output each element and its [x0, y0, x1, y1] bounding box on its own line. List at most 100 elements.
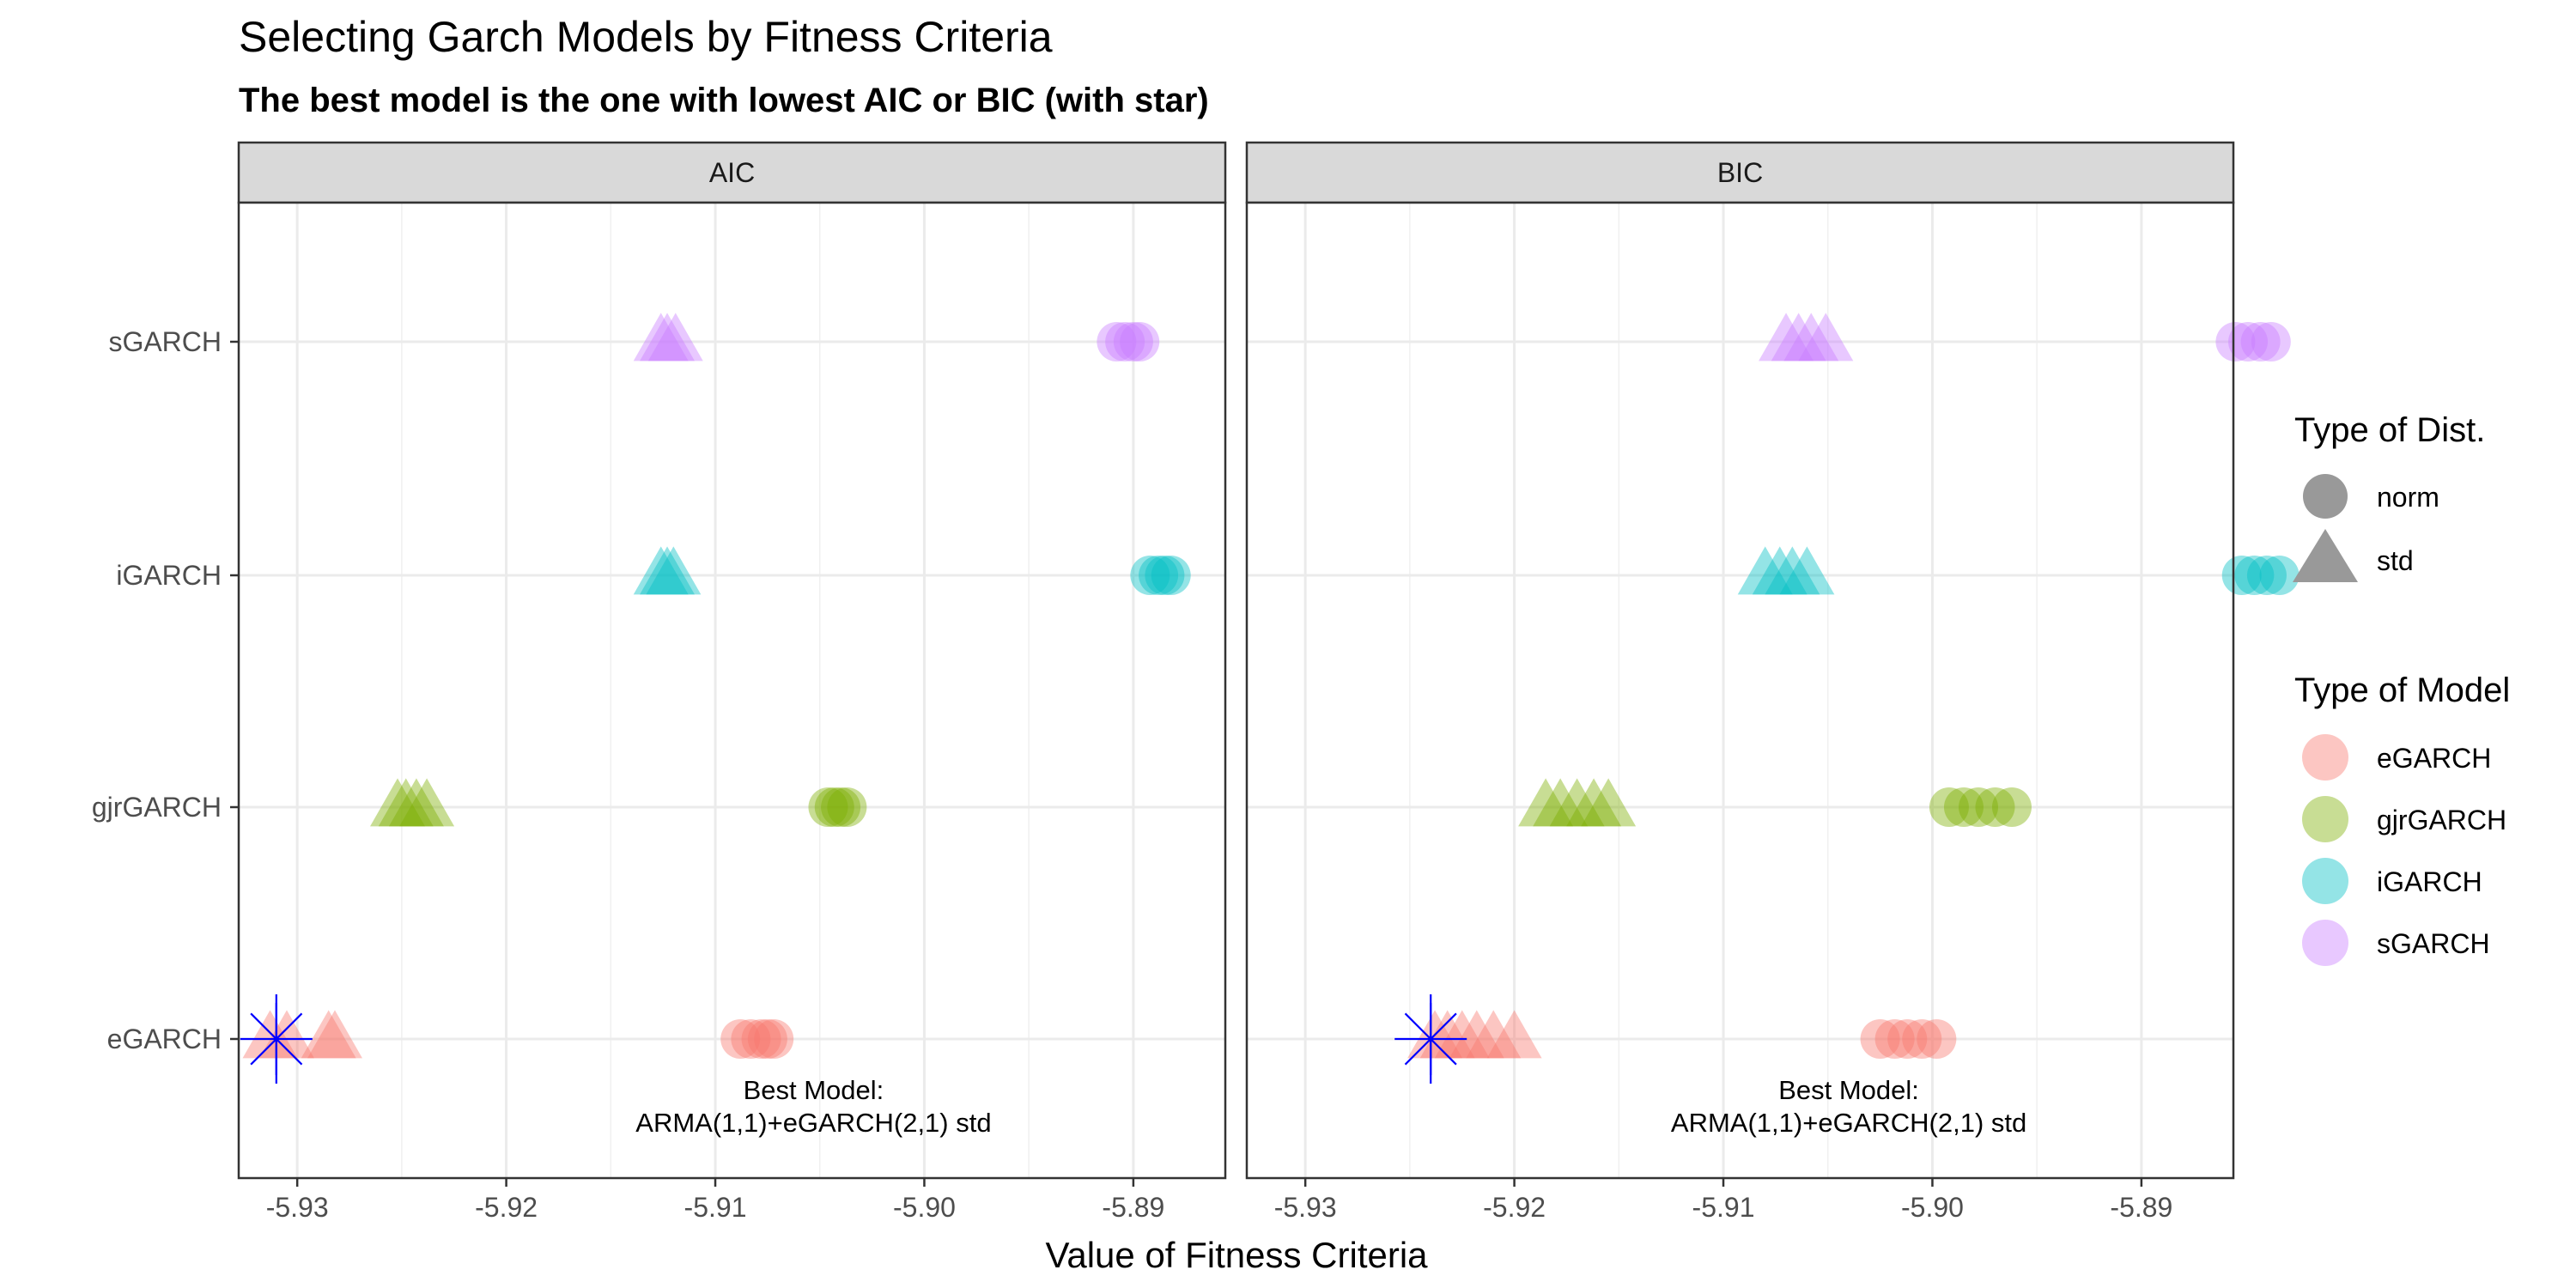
point-gjrGARCH-norm	[814, 787, 854, 827]
point-eGARCH-norm	[1860, 1019, 1900, 1059]
point-iGARCH-norm	[1139, 556, 1179, 595]
legend-key-sGARCH	[2302, 920, 2348, 966]
point-iGARCH-std	[1737, 546, 1793, 595]
point-iGARCH-norm	[2221, 556, 2262, 595]
x-tick-label: -5.93	[1274, 1192, 1337, 1223]
point-sGARCH-std	[640, 313, 696, 361]
y-tick-label: eGARCH	[107, 1024, 222, 1054]
point-eGARCH-std	[1419, 1010, 1475, 1059]
x-tick-label: -5.91	[684, 1192, 747, 1223]
facet-strip	[237, 141, 1227, 204]
point-sGARCH-norm	[2228, 322, 2269, 361]
point-eGARCH-norm	[1917, 1019, 1957, 1059]
point-gjrGARCH-norm	[1975, 787, 2015, 827]
x-axis-title: Value of Fitness Criteria	[1045, 1235, 1428, 1275]
facet-strip-label: AIC	[709, 157, 755, 188]
legend-key-iGARCH	[2302, 858, 2348, 904]
point-iGARCH-std	[646, 546, 702, 595]
point-gjrGARCH-std	[1518, 778, 1574, 827]
best-model-star	[240, 994, 313, 1084]
point-gjrGARCH-norm	[1959, 787, 1999, 827]
point-eGARCH-std	[1466, 1010, 1522, 1059]
point-sGARCH-norm	[2240, 322, 2281, 361]
point-iGARCH-norm	[2246, 556, 2287, 595]
point-eGARCH-norm	[1887, 1019, 1928, 1059]
x-tick-label: -5.90	[893, 1192, 956, 1223]
point-iGARCH-std	[633, 546, 689, 595]
point-gjrGARCH-std	[1566, 778, 1622, 827]
data-points	[242, 313, 1191, 1059]
legend-label-iGARCH: iGARCH	[2377, 866, 2482, 897]
point-eGARCH-std	[1434, 1010, 1490, 1059]
point-sGARCH-std	[1771, 313, 1826, 361]
legend-title-model: Type of Model	[2294, 671, 2510, 709]
point-eGARCH-std	[1486, 1010, 1542, 1059]
legend-label-eGARCH: eGARCH	[2377, 743, 2491, 774]
legend-label-norm: norm	[2377, 482, 2439, 513]
facet-strip-label: BIC	[1717, 157, 1763, 188]
legend-label-gjrGARCH: gjrGARCH	[2377, 805, 2506, 835]
best-model-annotation: Best Model:	[1778, 1075, 1919, 1105]
panel-border	[1245, 201, 2235, 1180]
point-eGARCH-norm	[1874, 1019, 1915, 1059]
point-eGARCH-std	[1449, 1010, 1504, 1059]
point-eGARCH-norm	[741, 1019, 781, 1059]
point-iGARCH-std	[1765, 546, 1820, 595]
point-eGARCH-norm	[754, 1019, 794, 1059]
point-gjrGARCH-norm	[821, 787, 861, 827]
panel-background	[239, 203, 1225, 1178]
point-sGARCH-std	[647, 313, 703, 361]
legend-key-eGARCH	[2302, 734, 2348, 781]
point-sGARCH-std	[1783, 313, 1839, 361]
point-iGARCH-norm	[1151, 556, 1191, 595]
best-model-annotation: ARMA(1,1)+eGARCH(2,1) std	[635, 1108, 991, 1138]
point-gjrGARCH-std	[388, 778, 444, 827]
chart-title: Selecting Garch Models by Fitness Criter…	[239, 13, 1053, 61]
point-gjrGARCH-norm	[827, 787, 867, 827]
point-gjrGARCH-std	[370, 778, 426, 827]
point-gjrGARCH-norm	[808, 787, 848, 827]
panel-aic: AIC Best Model:ARMA(1,1)+eGARCH(2,1) std -…	[92, 141, 1227, 1223]
data-points	[1407, 313, 2300, 1059]
x-tick-label: -5.89	[1102, 1192, 1164, 1223]
y-tick-label: sGARCH	[108, 326, 222, 357]
x-tick-label: -5.93	[266, 1192, 329, 1223]
point-eGARCH-norm	[1902, 1019, 1942, 1059]
point-sGARCH-norm	[2215, 322, 2256, 361]
point-eGARCH-norm	[747, 1019, 787, 1059]
point-iGARCH-std	[1752, 546, 1807, 595]
legend-title-dist: Type of Dist.	[2294, 411, 2485, 449]
point-sGARCH-std	[633, 313, 689, 361]
point-iGARCH-std	[1779, 546, 1835, 595]
point-gjrGARCH-std	[1549, 778, 1605, 827]
point-eGARCH-norm	[731, 1019, 771, 1059]
chart-subtitle: The best model is the one with lowest AI…	[239, 82, 1209, 119]
panel-border	[237, 201, 1227, 1180]
x-tick-label: -5.90	[1901, 1192, 1964, 1223]
point-eGARCH-std	[301, 1010, 356, 1059]
x-tick-label: -5.92	[475, 1192, 538, 1223]
best-model-annotation: ARMA(1,1)+eGARCH(2,1) std	[1671, 1108, 2026, 1138]
best-model-star	[1394, 994, 1467, 1084]
point-iGARCH-norm	[1145, 556, 1185, 595]
x-tick-label: -5.91	[1692, 1192, 1755, 1223]
point-gjrGARCH-norm	[1943, 787, 1984, 827]
point-eGARCH-std	[307, 1010, 362, 1059]
point-gjrGARCH-std	[1533, 778, 1589, 827]
legend-key-norm	[2303, 474, 2348, 519]
point-iGARCH-norm	[1130, 556, 1170, 595]
panel-bic: BIC Best Model:ARMA(1,1)+eGARCH(2,1) std -…	[1245, 141, 2300, 1223]
point-iGARCH-std	[640, 546, 696, 595]
point-gjrGARCH-norm	[1929, 787, 1969, 827]
point-sGARCH-std	[1798, 313, 1854, 361]
x-tick-label: -5.89	[2110, 1192, 2172, 1223]
legend-label-std: std	[2377, 545, 2414, 576]
point-sGARCH-std	[1759, 313, 1814, 361]
legend-key-gjrGARCH	[2302, 796, 2348, 842]
point-iGARCH-norm	[2234, 556, 2275, 595]
point-sGARCH-norm	[1105, 322, 1145, 361]
facet-strip	[1245, 141, 2235, 204]
point-gjrGARCH-norm	[1991, 787, 2032, 827]
